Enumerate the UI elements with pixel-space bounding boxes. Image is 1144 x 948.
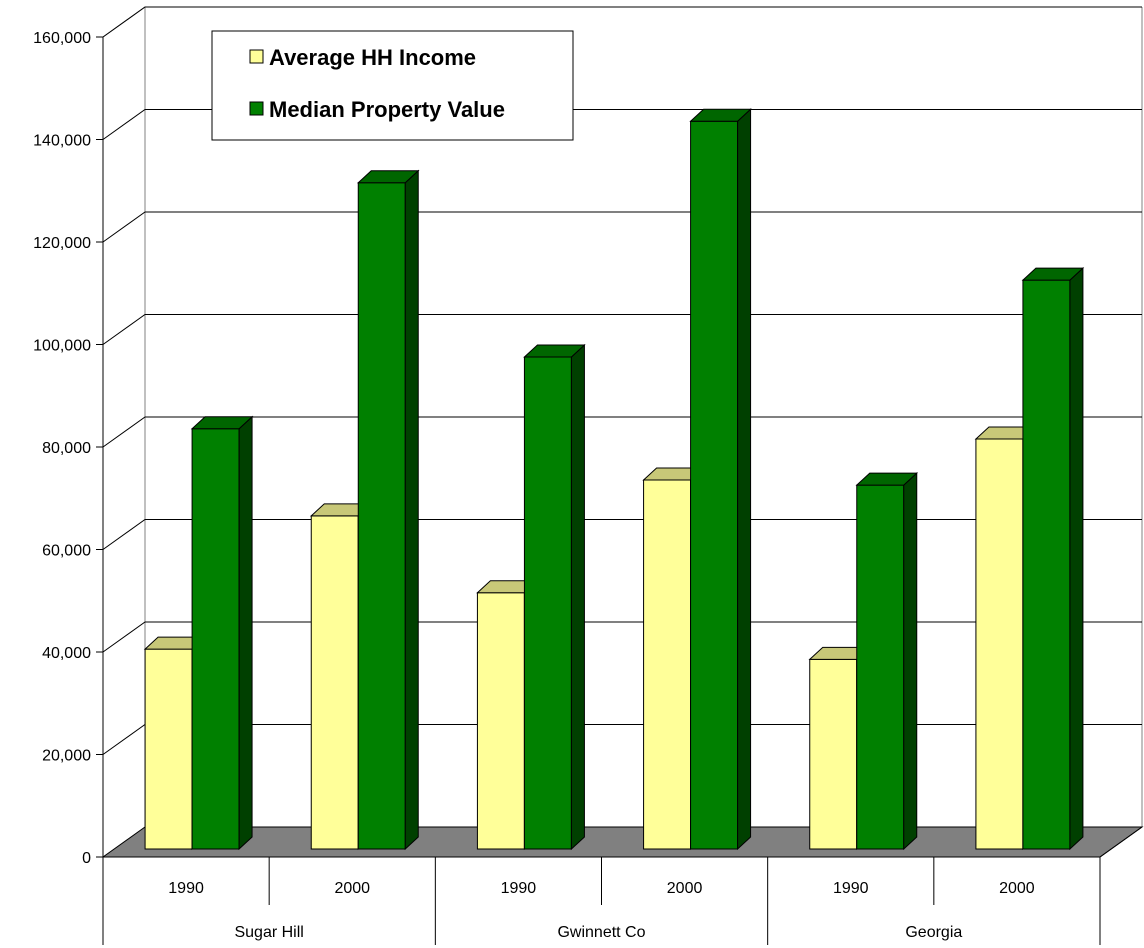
gridline xyxy=(102,519,1142,550)
bar-property-value-top xyxy=(190,416,254,430)
y-tick-label: 40,000 xyxy=(42,645,91,662)
y-tick-label: 80,000 xyxy=(42,440,91,457)
bar-income-front xyxy=(310,515,359,850)
bar-income-front xyxy=(476,592,525,850)
y-tick-label: 140,000 xyxy=(33,133,91,150)
gridline xyxy=(102,416,1142,448)
gridline xyxy=(102,211,1142,243)
y-tick-label: 120,000 xyxy=(33,235,91,252)
gridline xyxy=(102,314,1142,345)
bar-property-value-front xyxy=(856,484,905,850)
bar-property-value-front xyxy=(357,182,406,850)
bar-income-front xyxy=(643,479,692,850)
y-axis: 0 20,000 40,000 60,000 80,000 100,000 120,000 1… xyxy=(33,30,104,867)
x-category-label: 1990 xyxy=(168,880,204,897)
bar-property-value-side xyxy=(1069,266,1084,851)
bar-property-value-front xyxy=(690,120,739,850)
legend-box xyxy=(211,30,574,141)
x-category-label: 2000 xyxy=(667,880,703,897)
x-group-label: Gwinnett Co xyxy=(557,924,645,941)
bar-property-value-front xyxy=(191,428,240,850)
legend-label: Average HH Income xyxy=(269,45,476,70)
bar-property-value-front xyxy=(523,356,572,850)
bar-property-value-top xyxy=(356,170,420,184)
bar-property-value-side xyxy=(570,343,585,851)
y-tick-label: 100,000 xyxy=(33,338,91,355)
y-tick-label: 0 xyxy=(82,850,91,867)
bar-property-value-top xyxy=(855,472,919,486)
x-category-label: 1990 xyxy=(501,880,537,897)
x-group-label: Georgia xyxy=(905,924,962,941)
bar-income-front xyxy=(975,438,1024,850)
y-tick-label: 160,000 xyxy=(33,30,91,47)
bar-property-value-front xyxy=(1022,279,1071,850)
legend-swatch xyxy=(249,49,264,64)
bar-property-value-side xyxy=(903,471,918,851)
x-group-label: Sugar Hill xyxy=(234,924,303,941)
legend: Average HH Income Median Property Value xyxy=(211,30,574,141)
x-category-label: 2000 xyxy=(999,880,1035,897)
bar-property-value-top xyxy=(1021,267,1085,281)
floor-right-edge xyxy=(1099,826,1143,858)
legend-label: Median Property Value xyxy=(269,97,505,122)
bar-property-value-side xyxy=(238,415,253,851)
bar-property-value-side xyxy=(404,169,419,851)
gridline xyxy=(102,109,1142,140)
x-category-label: 1990 xyxy=(833,880,869,897)
bar-income-front xyxy=(809,658,858,850)
legend-swatch xyxy=(249,101,264,116)
bar-property-value-side xyxy=(737,108,752,851)
bar-property-value-top xyxy=(523,344,586,358)
y-tick-label: 20,000 xyxy=(42,748,91,765)
y-tick-label: 60,000 xyxy=(42,543,91,560)
gridline xyxy=(102,621,1142,653)
x-category-label: 2000 xyxy=(334,880,370,897)
bar-property-value-top xyxy=(689,108,752,122)
bars xyxy=(143,108,1085,851)
x-axis: 1990 2000 1990 2000 1990 2000 Sugar Hill Gwinne… xyxy=(102,826,1143,945)
bar-income-front xyxy=(144,648,193,850)
gridline xyxy=(102,6,1142,38)
